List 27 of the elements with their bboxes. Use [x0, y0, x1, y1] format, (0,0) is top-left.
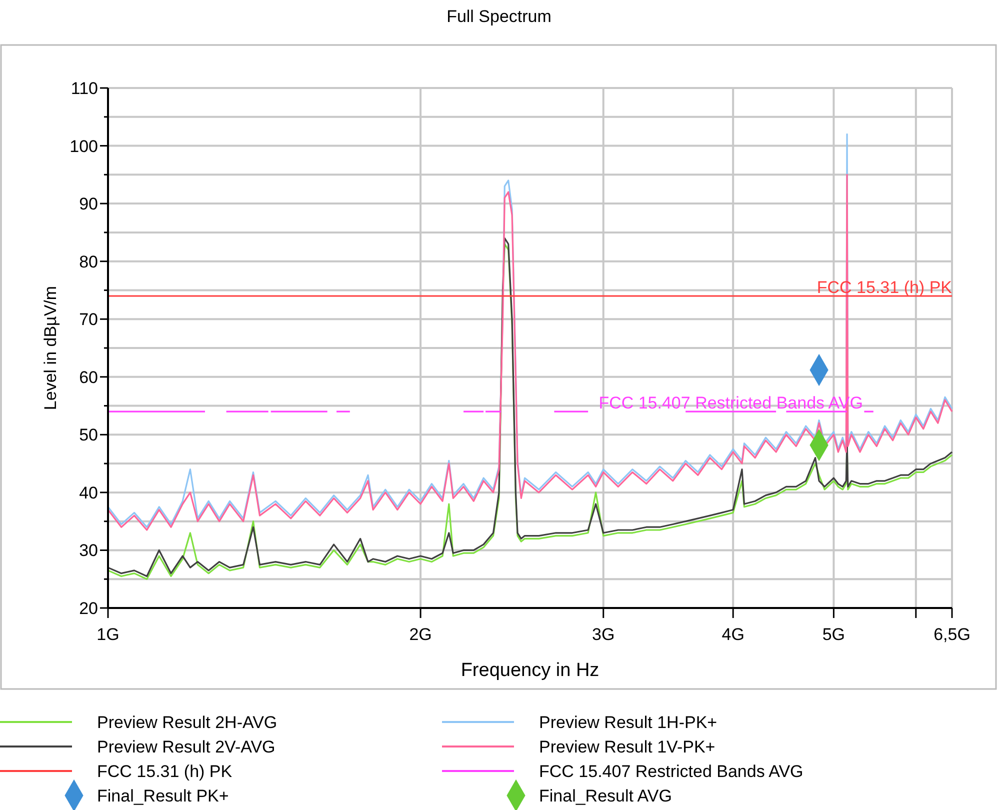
- legend-label: Final_Result AVG: [539, 786, 672, 806]
- legend-label: Preview Result 1H-PK+: [539, 713, 718, 732]
- y-tick-label: 100: [70, 136, 98, 156]
- y-tick-label: 90: [79, 194, 98, 214]
- chart-title: Full Spectrum: [446, 7, 552, 26]
- legend-label: FCC 15.407 Restricted Bands AVG: [539, 762, 804, 781]
- legend-label: Preview Result 1V-PK+: [539, 738, 716, 756]
- y-tick-label: 40: [79, 483, 98, 502]
- legend-label: Preview Result 2V-AVG: [97, 738, 276, 756]
- x-tick-label: 1G: [96, 625, 120, 644]
- x-tick-label: 2G: [409, 625, 432, 644]
- y-tick-label: 30: [79, 541, 98, 560]
- y-tick-label: 20: [79, 599, 98, 618]
- x-tick-label: 5G: [822, 625, 846, 644]
- y-tick-label: 110: [70, 79, 98, 98]
- y-tick-label: 60: [79, 368, 98, 387]
- legend-label: Final_Result PK+: [97, 786, 229, 806]
- y-tick-label: 50: [79, 426, 98, 445]
- y-tick-label: 80: [79, 252, 98, 272]
- x-tick-label: 4G: [722, 625, 744, 644]
- x-axis-title: Frequency in Hz: [460, 660, 600, 681]
- x-tick-label: 6,5G: [934, 625, 970, 644]
- x-tick-label: 3G: [592, 625, 615, 644]
- y-axis-title: Level in dBµV/m: [41, 286, 60, 410]
- legend-label: FCC 15.31 (h) PK: [97, 762, 233, 781]
- y-tick-label: 70: [79, 310, 98, 330]
- legend-label: Preview Result 2H-AVG: [97, 713, 278, 732]
